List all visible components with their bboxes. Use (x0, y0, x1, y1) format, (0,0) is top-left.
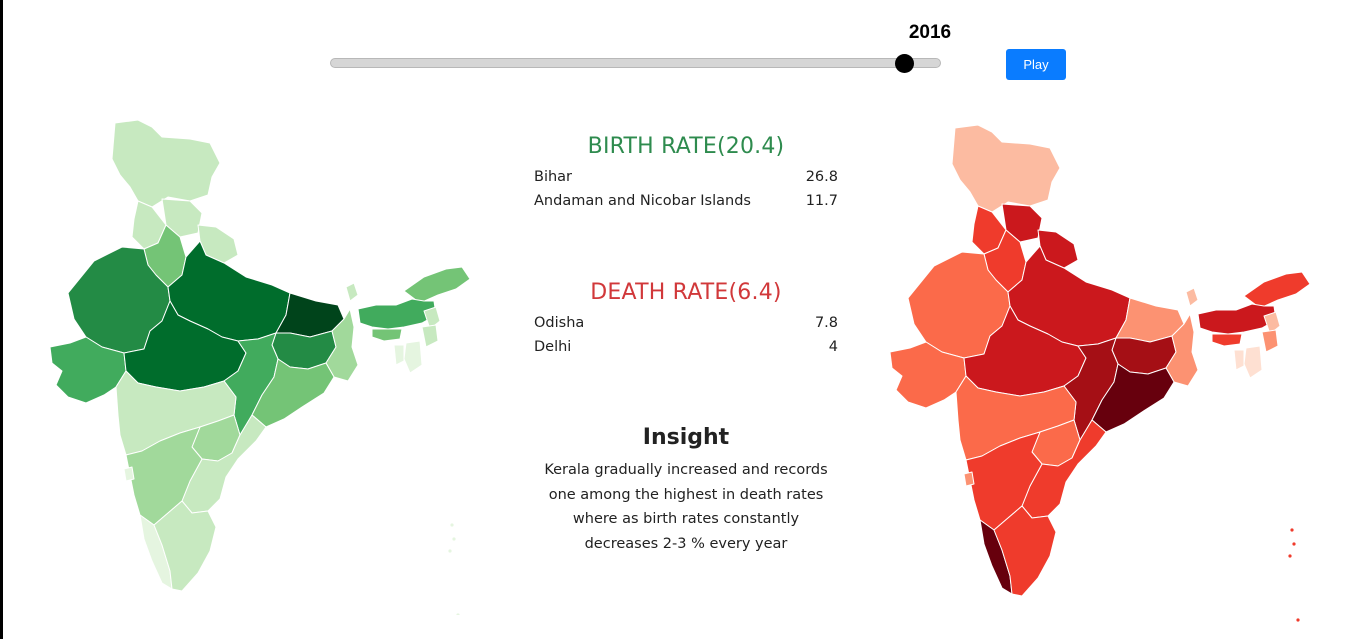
state-jammu-kashmir[interactable] (951, 124, 1061, 213)
island-marker (1292, 542, 1296, 546)
birth-rate-section: BIRTH RATE(20.4) Bihar 26.8 Andaman and … (534, 134, 838, 213)
state-goa[interactable] (123, 466, 135, 482)
state-odisha[interactable] (251, 358, 335, 428)
insight-section: Insight Kerala gradually increased and r… (534, 425, 838, 556)
state-tripura[interactable] (393, 344, 405, 366)
state-meghalaya[interactable] (1211, 333, 1243, 347)
death-lowest-state: Delhi (534, 339, 572, 355)
birth-lowest-value: 11.7 (805, 193, 838, 209)
state-karnataka[interactable] (965, 431, 1043, 531)
birth-highest-value: 26.8 (805, 169, 838, 185)
state-sikkim[interactable] (345, 282, 359, 302)
state-mizoram[interactable] (403, 340, 423, 374)
state-odisha[interactable] (1091, 363, 1175, 433)
island-marker (452, 537, 456, 541)
state-manipur[interactable] (1261, 329, 1279, 353)
play-button[interactable]: Play (1006, 49, 1066, 80)
death-highest-state: Odisha (534, 315, 585, 331)
death-rate-section: DEATH RATE(6.4) Odisha 7.8 Delhi 4 (534, 280, 838, 359)
birth-lowest-row: Andaman and Nicobar Islands 11.7 (534, 189, 838, 213)
birth-rate-title: BIRTH RATE(20.4) (587, 134, 785, 159)
island-marker (1296, 618, 1300, 622)
slider-track[interactable] (330, 58, 941, 68)
state-meghalaya[interactable] (371, 328, 403, 342)
state-arunachal[interactable] (1243, 271, 1311, 309)
state-gujarat[interactable] (49, 336, 127, 404)
insight-title: Insight (642, 425, 730, 450)
state-assam[interactable] (357, 298, 437, 330)
insight-text: Kerala gradually increased and records o… (544, 462, 828, 552)
birth-highest-state: Bihar (534, 169, 573, 185)
state-jammu-kashmir[interactable] (111, 119, 221, 208)
birth-highest-row: Bihar 26.8 (534, 165, 838, 189)
page-left-border (0, 0, 3, 639)
death-rate-map (889, 124, 1311, 622)
state-tripura[interactable] (1233, 349, 1245, 371)
death-highest-value: 7.8 (814, 315, 838, 331)
year-label: 2016 (908, 22, 952, 43)
state-tamil-nadu[interactable] (153, 500, 217, 592)
state-tamil-nadu[interactable] (993, 505, 1057, 597)
death-highest-row: Odisha 7.8 (534, 311, 838, 335)
state-goa[interactable] (963, 471, 975, 487)
state-west-bengal[interactable] (325, 308, 359, 382)
year-slider-control: 2016 Play (330, 20, 1070, 90)
state-manipur[interactable] (421, 324, 439, 348)
state-sikkim[interactable] (1185, 287, 1199, 307)
island-marker (448, 549, 452, 553)
death-lowest-row: Delhi 4 (534, 335, 838, 359)
state-west-bengal[interactable] (1165, 313, 1199, 387)
death-rate-title: DEATH RATE(6.4) (590, 280, 782, 305)
state-nagaland[interactable] (1263, 311, 1281, 335)
state-nagaland[interactable] (423, 306, 441, 330)
island-marker (456, 613, 460, 615)
birth-lowest-state: Andaman and Nicobar Islands (534, 193, 751, 209)
island-marker (450, 523, 454, 527)
state-arunachal[interactable] (403, 266, 471, 304)
state-mizoram[interactable] (1243, 345, 1263, 379)
death-lowest-value: 4 (828, 339, 838, 355)
island-marker (1288, 554, 1292, 558)
island-marker (1290, 528, 1294, 532)
state-karnataka[interactable] (125, 426, 203, 526)
slider-thumb[interactable] (894, 54, 914, 73)
state-assam[interactable] (1197, 303, 1277, 335)
birth-rate-map (49, 119, 471, 615)
state-gujarat[interactable] (889, 341, 967, 409)
